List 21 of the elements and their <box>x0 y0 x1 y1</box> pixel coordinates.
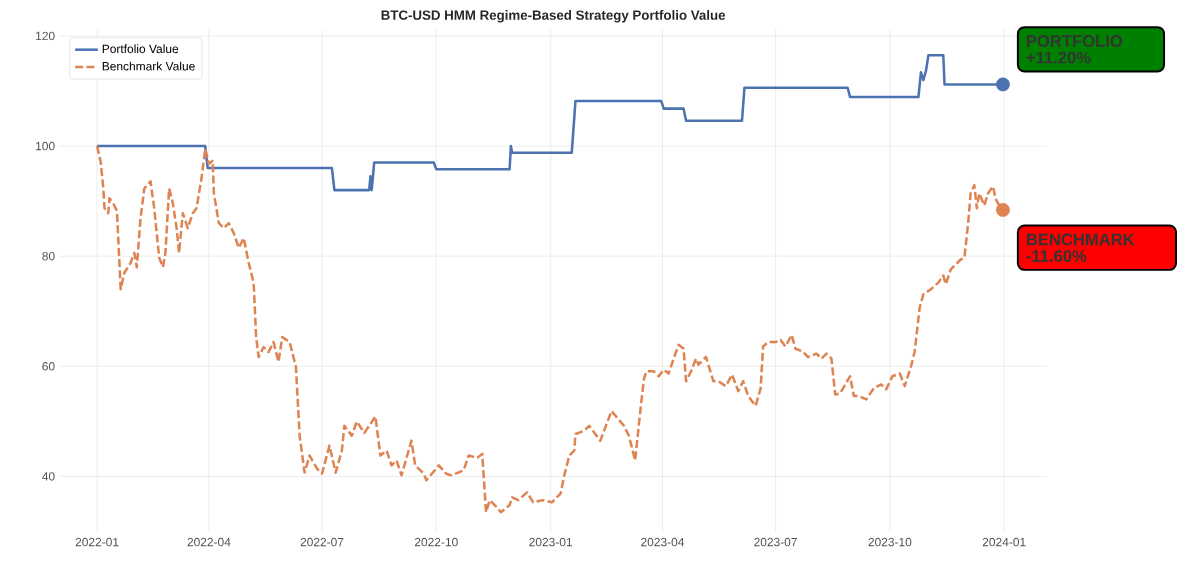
x-tick-label: 2022-04 <box>187 537 231 547</box>
annotation: BENCHMARK <box>1026 233 1135 246</box>
annotation: -11.60% <box>1026 250 1087 262</box>
x-tick-label: 2023-01 <box>529 537 572 547</box>
x-tick-label: 2023-07 <box>754 537 797 547</box>
y-tick-label: 100 <box>36 141 55 151</box>
y-tick-label: 80 <box>42 251 55 261</box>
annotation: +11.20% <box>1026 51 1091 64</box>
legend-label: Portfolio Value <box>102 44 179 54</box>
y-tick-label: 40 <box>42 472 55 481</box>
chart-title: BTC-USD HMM Regime-Based Strategy Portfolio Value <box>381 10 726 23</box>
y-tick-label: 60 <box>42 362 55 371</box>
legend-label: Benchmark Value <box>102 61 195 71</box>
x-tick-label: 2022-10 <box>414 537 458 547</box>
y-tick-label: 120 <box>36 31 55 41</box>
annotation: PORTFOLIO <box>1026 35 1123 47</box>
x-tick-label: 2023-10 <box>868 537 912 547</box>
x-tick-label: 2023-04 <box>641 537 685 547</box>
x-tick-label: 2022-01 <box>75 537 119 547</box>
x-tick-label: 2022-07 <box>300 537 344 547</box>
x-tick-label: 2024-01 <box>982 537 1026 547</box>
